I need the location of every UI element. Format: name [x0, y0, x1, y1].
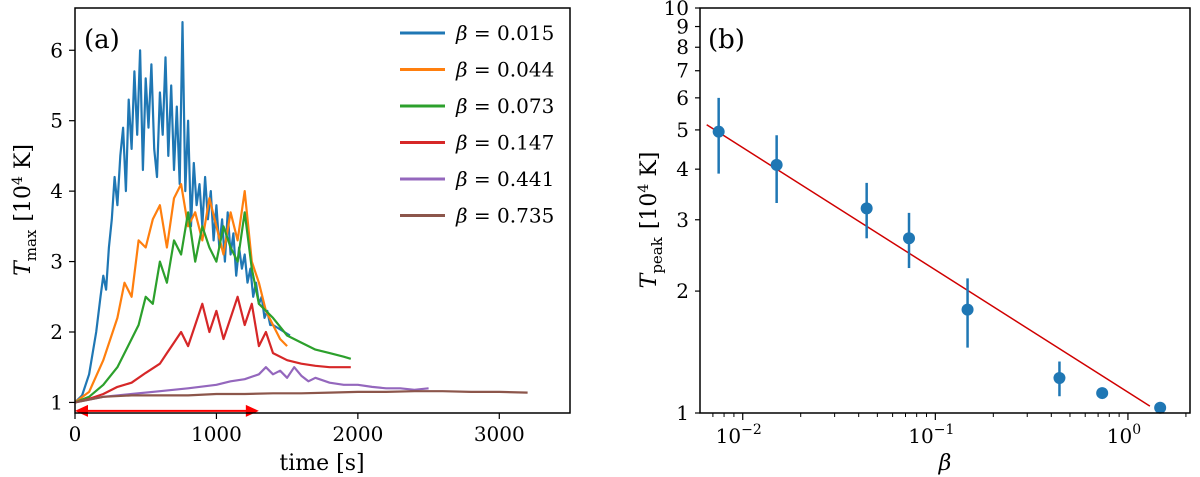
arrow-head-right — [245, 404, 259, 417]
legend-label: β = 0.735 — [455, 204, 554, 228]
data-point — [1096, 387, 1109, 400]
arrow-head-left — [75, 404, 88, 417]
data-point — [712, 125, 725, 138]
data-point — [770, 158, 783, 171]
x-tick-label: 0 — [69, 422, 82, 446]
panel-b-frame — [699, 7, 1191, 414]
panel-a: 0 1000 2000 3000 1 2 3 4 5 6 (a) time [s] Tmax [1… — [10, 7, 571, 476]
legend-label: β = 0.073 — [455, 94, 554, 118]
panel-a-y-label-main: T — [11, 259, 36, 276]
series-line-1 — [74, 183, 288, 404]
panel-b-points — [712, 97, 1167, 414]
series-line-5 — [74, 390, 528, 404]
panel-b-fit — [706, 124, 1151, 407]
series-line-3 — [74, 295, 351, 404]
fit-line — [706, 124, 1151, 407]
legend-value: = 0.044 — [468, 58, 555, 82]
y-tick-label: 5 — [50, 109, 63, 133]
legend-value: = 0.015 — [468, 21, 555, 45]
x-tick-label: 10−2 — [716, 422, 762, 448]
panel-b-y-label-units-end: K] — [637, 152, 662, 184]
data-point — [961, 303, 974, 316]
data-point — [1154, 401, 1167, 414]
legend-value: = 0.073 — [468, 94, 555, 118]
y-tick-label: 6 — [50, 38, 63, 62]
series-line-2 — [74, 211, 352, 404]
data-point — [903, 232, 916, 245]
panel-b-y-label-main: T — [637, 271, 662, 288]
panel-a-x-ticks: 0 1000 2000 3000 — [69, 413, 525, 446]
y-tick-label: 4 — [50, 179, 63, 203]
panel-a-annotation — [75, 404, 259, 417]
panel-b-y-label-sub: peak — [648, 236, 666, 273]
data-point — [1053, 372, 1066, 385]
data-point — [860, 202, 873, 215]
x-tick-label: 100 — [1107, 422, 1141, 448]
legend-label: β = 0.147 — [455, 131, 554, 155]
y-tick-label: 2 — [676, 279, 689, 303]
x-tick-label: 3000 — [474, 422, 525, 446]
panel-a-y-label-sub: max — [22, 229, 40, 261]
legend-value: = 0.147 — [468, 131, 555, 155]
panel-b-label: (b) — [708, 25, 745, 55]
panel-a-x-axis-label: time [s] — [279, 451, 364, 476]
legend-symbol: β — [455, 94, 468, 118]
x-tick-label: 2000 — [332, 422, 383, 446]
x-tick-label: 10−1 — [908, 422, 954, 448]
legend-symbol: β — [455, 167, 468, 191]
legend-label: β = 0.015 — [455, 21, 554, 45]
panel-a-y-label-exp: 4 — [10, 176, 26, 185]
y-tick-label: 1 — [50, 390, 63, 414]
panel-b-y-label-exp: 4 — [636, 184, 652, 193]
panel-b-x-axis-label: β — [938, 451, 952, 476]
legend-value: = 0.735 — [468, 204, 555, 228]
panel-a-frame — [74, 7, 571, 414]
panel-b-x-ticks: 10−2 10−1 100 — [712, 413, 1187, 448]
y-tick-label: 7 — [676, 59, 689, 83]
panel-a-y-axis-label: Tmax [104 K] — [10, 144, 40, 276]
y-tick-label: 4 — [676, 157, 689, 181]
panel-a-y-label-units-end: K] — [11, 144, 36, 176]
panel-a-y-label-units: [10 — [11, 185, 36, 222]
x-tick-label: 1000 — [191, 422, 242, 446]
legend-symbol: β — [455, 204, 468, 228]
y-tick-label: 10 — [664, 0, 689, 20]
panel-b-y-label-units: [10 — [637, 193, 662, 230]
y-tick-label: 5 — [676, 118, 689, 142]
panel-a-series — [74, 21, 528, 404]
panel-a-y-ticks: 1 2 3 4 5 6 — [50, 38, 75, 414]
legend-symbol: β — [455, 58, 468, 82]
legend-label: β = 0.441 — [455, 167, 554, 191]
legend-symbol: β — [455, 21, 468, 45]
y-tick-label: 8 — [676, 35, 689, 59]
y-tick-label: 6 — [676, 86, 689, 110]
panel-a-label: (a) — [84, 25, 120, 55]
legend-symbol: β — [455, 131, 468, 155]
series-line-0 — [74, 21, 291, 404]
legend-value: = 0.441 — [468, 167, 555, 191]
y-tick-label: 2 — [50, 320, 63, 344]
series-line-4 — [74, 366, 429, 404]
y-tick-label: 9 — [676, 15, 689, 39]
y-tick-label: 3 — [50, 250, 63, 274]
y-tick-label: 3 — [676, 208, 689, 232]
panel-b-y-axis-label: Tpeak [104 K] — [636, 152, 666, 289]
y-tick-label: 1 — [676, 401, 689, 425]
legend-label: β = 0.044 — [455, 58, 554, 82]
